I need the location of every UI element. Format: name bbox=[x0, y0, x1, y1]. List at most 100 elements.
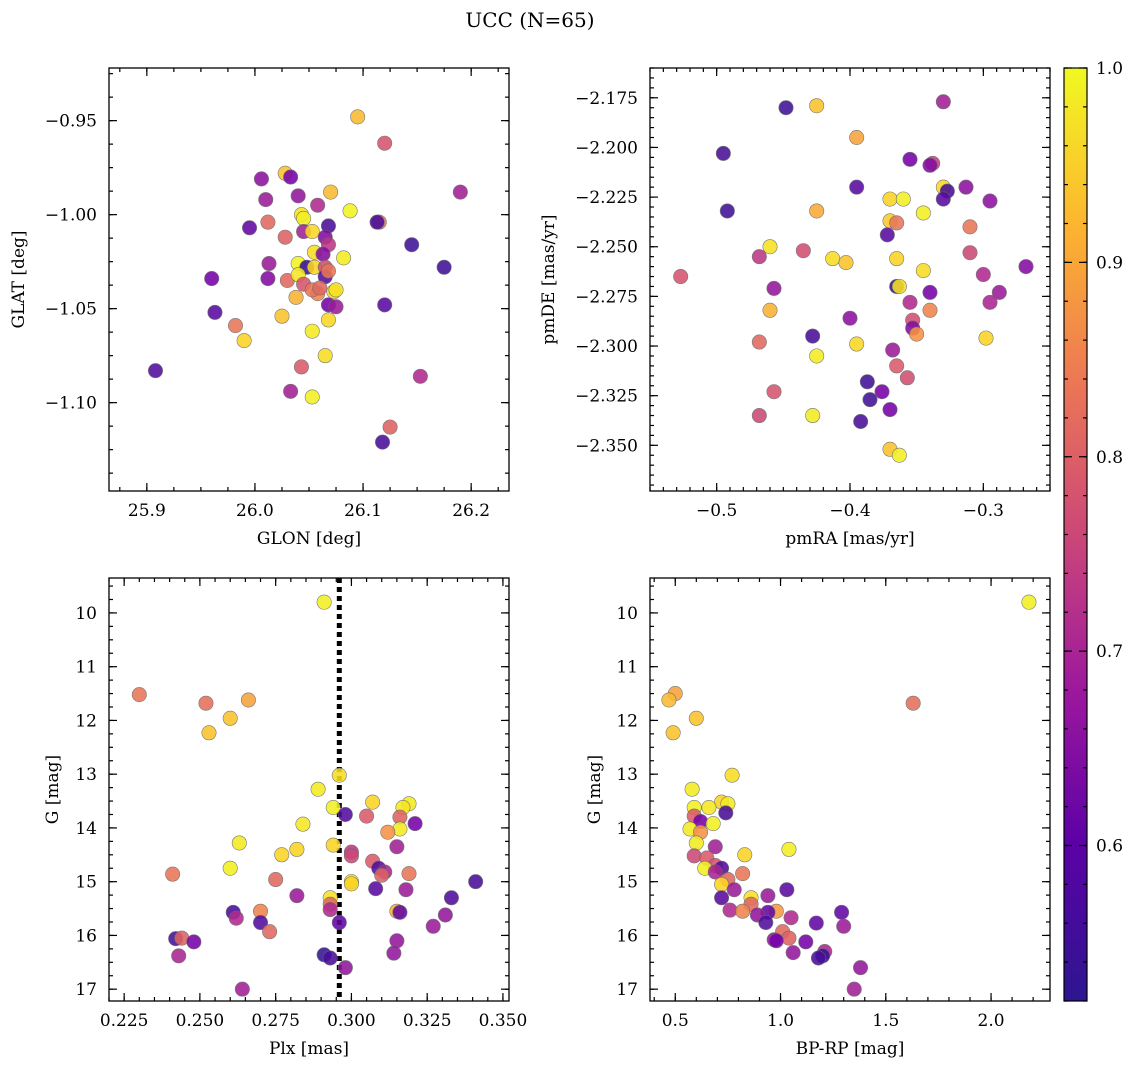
data-point bbox=[762, 302, 778, 318]
data-point bbox=[665, 725, 681, 741]
data-point bbox=[715, 145, 731, 161]
data-point bbox=[323, 184, 339, 200]
data-point bbox=[842, 310, 858, 326]
data-point bbox=[365, 794, 381, 810]
data-point bbox=[315, 246, 331, 262]
data-point bbox=[277, 229, 293, 245]
data-point bbox=[392, 904, 408, 920]
data-point bbox=[201, 725, 217, 741]
y-tick-label: −1.05 bbox=[45, 300, 97, 320]
data-point bbox=[766, 280, 782, 296]
y-tick-label: −2.300 bbox=[575, 337, 638, 357]
y-tick-label: 12 bbox=[616, 711, 638, 731]
data-point bbox=[766, 384, 782, 400]
y-axis-label: pmDE [mas/yr] bbox=[539, 214, 559, 344]
data-point bbox=[359, 808, 375, 824]
data-point bbox=[962, 245, 978, 261]
x-tick-label: 0.5 bbox=[662, 1011, 689, 1031]
data-point bbox=[260, 214, 276, 230]
data-point bbox=[288, 289, 304, 305]
data-point bbox=[809, 203, 825, 219]
data-point bbox=[147, 363, 163, 379]
data-point bbox=[862, 392, 878, 408]
data-point bbox=[320, 263, 336, 279]
data-point bbox=[874, 384, 890, 400]
data-point bbox=[798, 934, 814, 950]
data-point bbox=[131, 687, 147, 703]
data-point bbox=[879, 227, 895, 243]
data-point bbox=[781, 930, 797, 946]
data-point bbox=[222, 860, 238, 876]
y-tick-label: −2.225 bbox=[575, 188, 638, 208]
data-point bbox=[228, 910, 244, 926]
data-point bbox=[389, 933, 405, 949]
data-point bbox=[915, 205, 931, 221]
data-point bbox=[781, 841, 797, 857]
data-point bbox=[922, 157, 938, 173]
y-tick-label: 15 bbox=[75, 873, 97, 893]
data-point bbox=[343, 848, 359, 864]
y-tick-label: −2.275 bbox=[575, 287, 638, 307]
data-point bbox=[838, 255, 854, 271]
data-point bbox=[380, 824, 396, 840]
data-point bbox=[751, 334, 767, 350]
y-axis-label: G [mag] bbox=[585, 755, 605, 824]
data-point bbox=[290, 188, 306, 204]
data-point bbox=[317, 348, 333, 364]
data-point bbox=[322, 950, 338, 966]
data-point bbox=[726, 882, 742, 898]
data-point bbox=[260, 271, 276, 287]
data-point bbox=[882, 402, 898, 418]
data-point bbox=[899, 370, 915, 386]
data-point bbox=[991, 284, 1007, 300]
data-point bbox=[686, 848, 702, 864]
x-tick-label: 26.0 bbox=[236, 501, 274, 521]
data-point bbox=[336, 250, 352, 266]
data-point bbox=[198, 695, 214, 711]
data-point bbox=[412, 368, 428, 384]
y-tick-label: −2.325 bbox=[575, 387, 638, 407]
axes-frame bbox=[649, 577, 1051, 1002]
data-point bbox=[714, 890, 730, 906]
data-point bbox=[283, 383, 299, 399]
x-tick-label: 25.9 bbox=[128, 501, 166, 521]
data-point bbox=[236, 333, 252, 349]
data-point bbox=[337, 960, 353, 976]
data-point bbox=[316, 594, 332, 610]
data-point bbox=[207, 304, 223, 320]
data-point bbox=[902, 294, 918, 310]
data-point bbox=[350, 109, 366, 125]
y-tick-label: −2.350 bbox=[575, 436, 638, 456]
data-point bbox=[718, 805, 734, 821]
data-point bbox=[779, 882, 795, 898]
x-tick-label: 0.300 bbox=[327, 1011, 376, 1031]
data-point bbox=[436, 259, 452, 275]
data-point bbox=[204, 271, 220, 287]
data-point bbox=[374, 867, 390, 883]
data-point bbox=[661, 692, 677, 708]
data-point bbox=[978, 330, 994, 346]
data-point bbox=[705, 816, 721, 832]
colorbar-tick-label: 0.8 bbox=[1096, 448, 1123, 468]
data-point bbox=[389, 839, 405, 855]
data-point bbox=[785, 945, 801, 961]
data-point bbox=[810, 950, 826, 966]
data-point bbox=[242, 220, 258, 236]
data-point bbox=[375, 434, 391, 450]
data-point bbox=[295, 816, 311, 832]
y-tick-label: 17 bbox=[75, 980, 97, 1000]
x-tick-label: −0.4 bbox=[829, 501, 870, 521]
data-point bbox=[783, 910, 799, 926]
data-point bbox=[404, 237, 420, 253]
y-tick-label: 13 bbox=[616, 765, 638, 785]
data-point bbox=[902, 151, 918, 167]
data-point bbox=[289, 841, 305, 857]
data-point bbox=[735, 866, 751, 882]
data-point bbox=[377, 135, 393, 151]
data-point bbox=[684, 781, 700, 797]
colorbar-tick-label: 1.0 bbox=[1096, 59, 1123, 79]
data-point bbox=[922, 302, 938, 318]
data-point bbox=[304, 224, 320, 240]
data-point bbox=[369, 214, 385, 230]
